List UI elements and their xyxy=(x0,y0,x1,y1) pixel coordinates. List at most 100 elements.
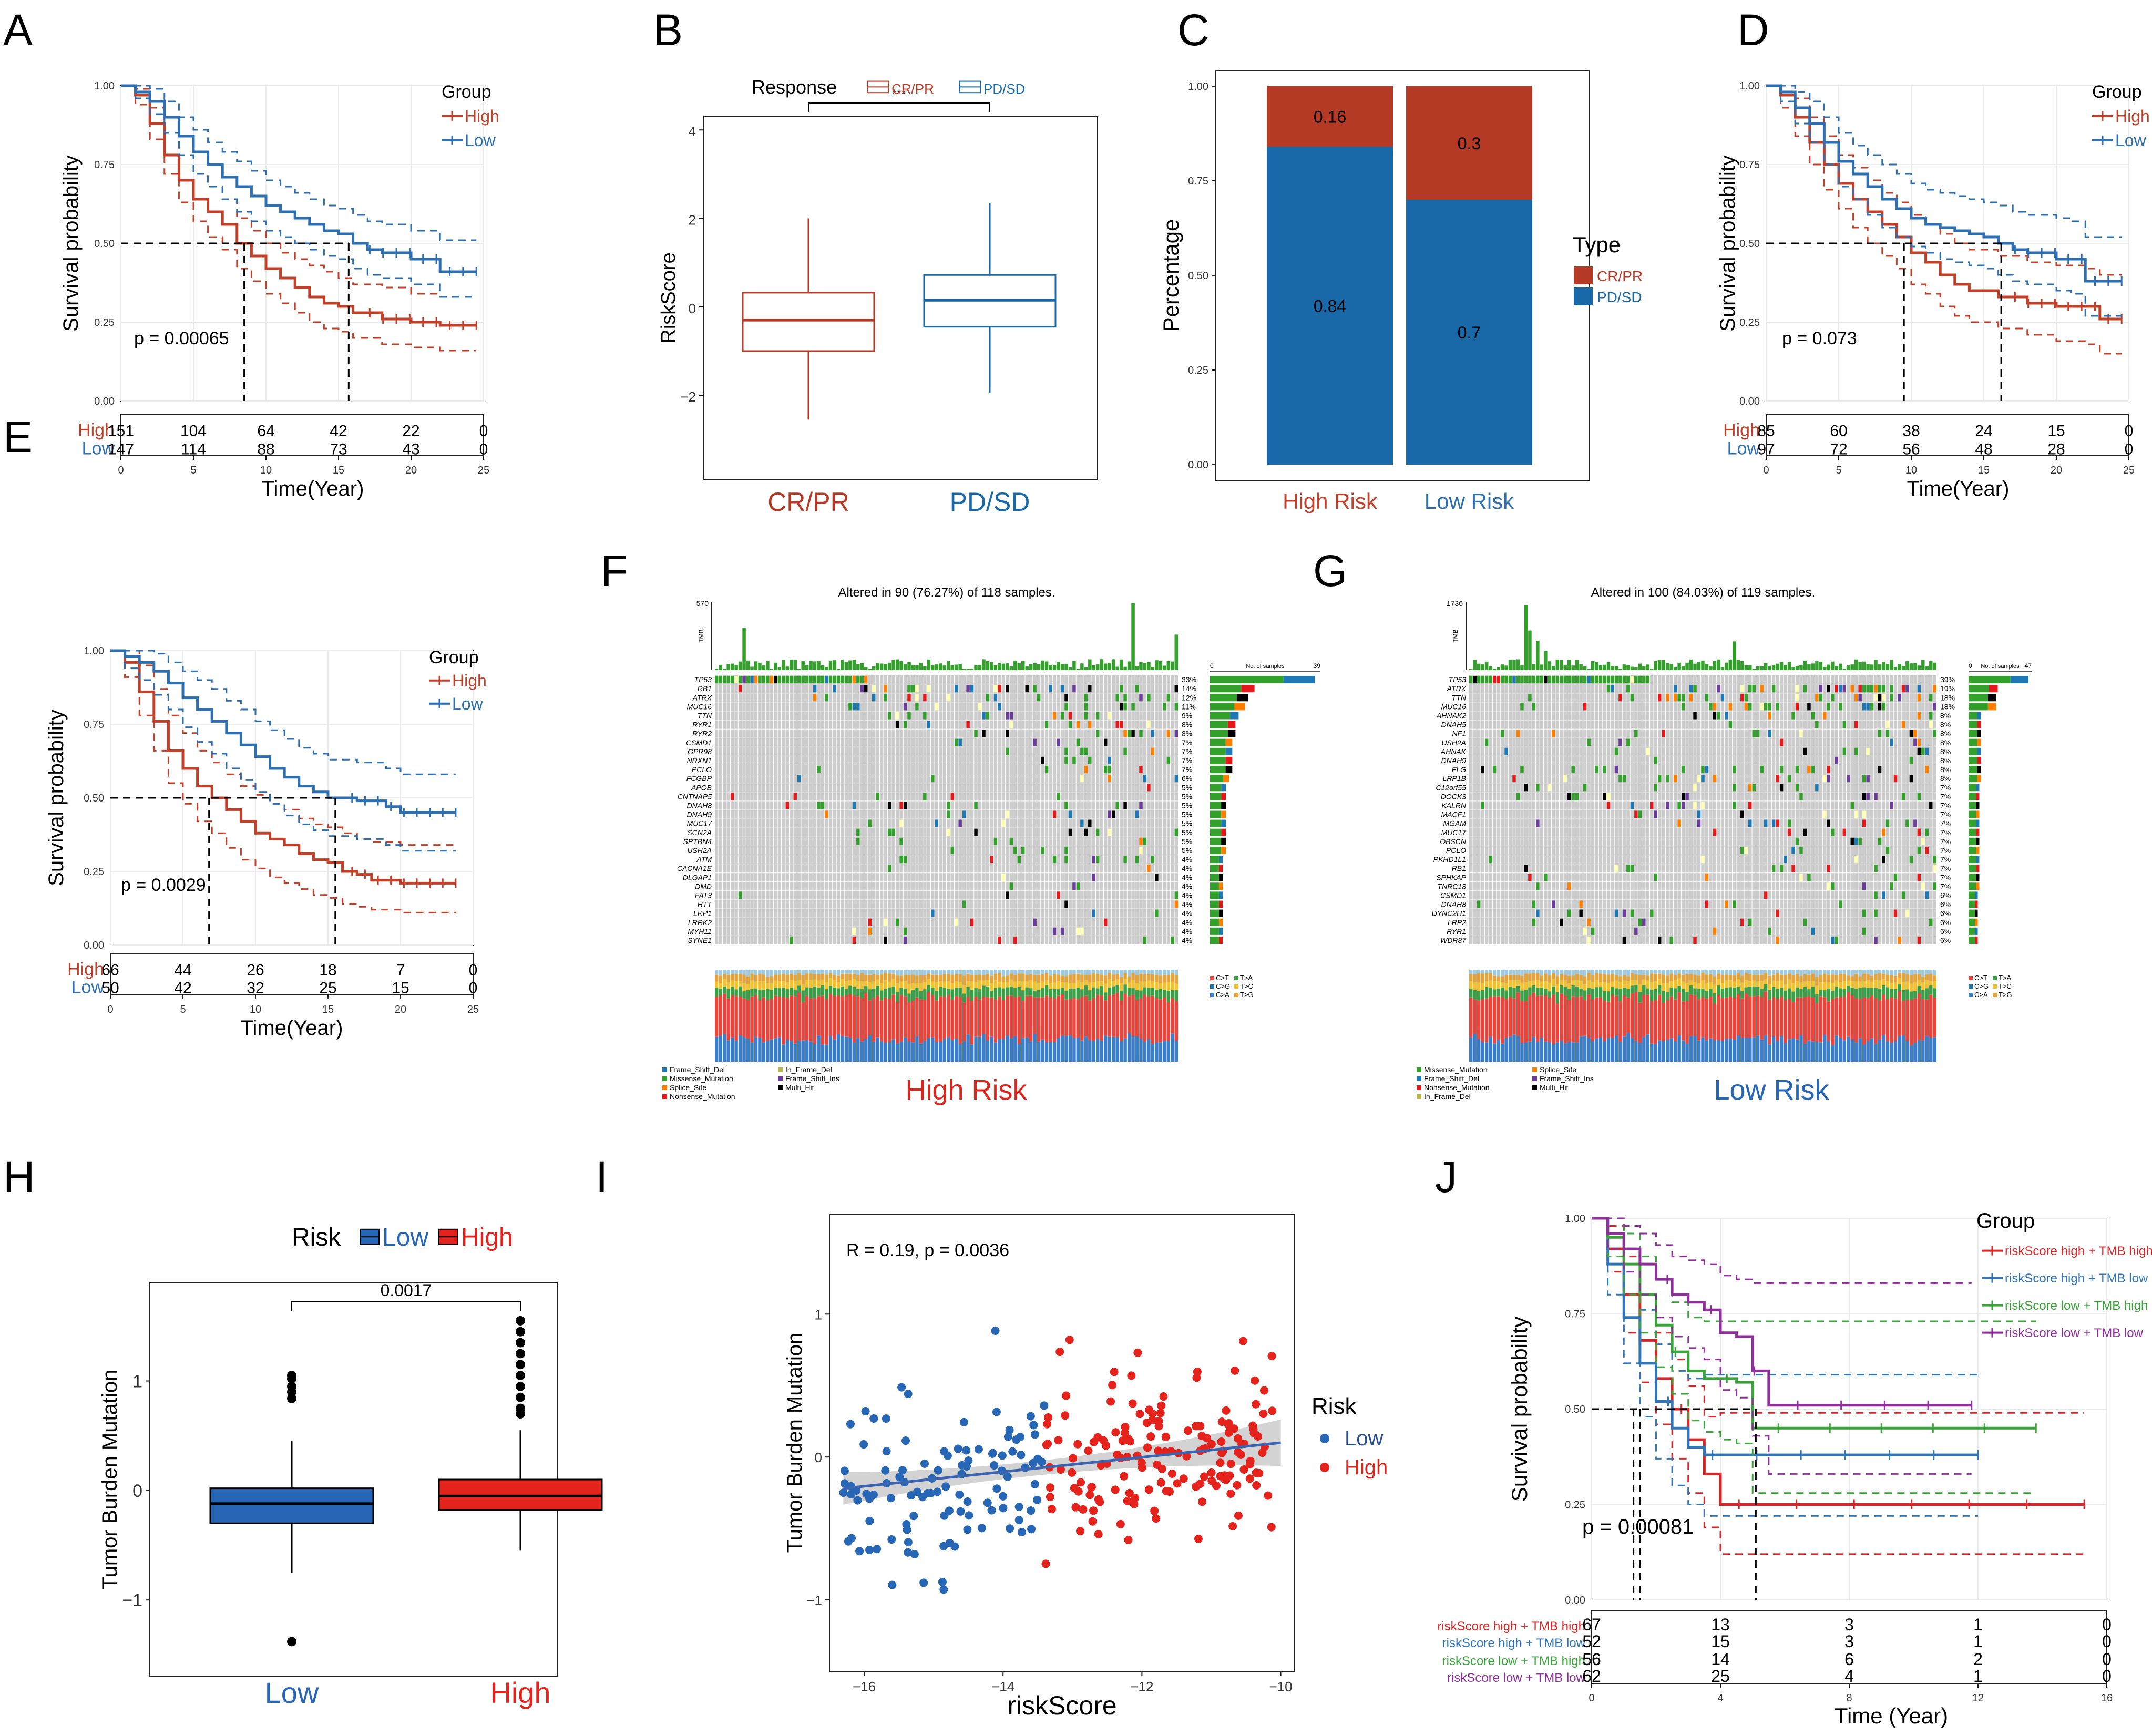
oncoplot-cell xyxy=(872,792,876,801)
mutation-cell xyxy=(750,676,754,684)
mutation-cell xyxy=(1033,685,1037,693)
oncoplot-cell xyxy=(1060,900,1064,909)
oncoplot-cell xyxy=(793,711,797,720)
oncoplot-cell xyxy=(962,702,966,711)
oncoplot-cell xyxy=(848,765,852,774)
oncoplot-cell xyxy=(998,783,1001,792)
oncoplot-cell xyxy=(1029,765,1033,774)
oncoplot-cell xyxy=(887,765,891,774)
oncoplot-cell xyxy=(876,882,879,891)
oncoplot-cell xyxy=(942,747,946,756)
titv-segment xyxy=(726,998,730,1041)
tmb-max-label: 570 xyxy=(696,599,709,608)
oncoplot-cell xyxy=(1009,756,1013,765)
titv-segment xyxy=(754,981,758,989)
box-body xyxy=(742,292,875,352)
oncoplot-cell xyxy=(872,711,876,720)
oncoplot-cell xyxy=(836,738,841,747)
oncoplot-cell xyxy=(836,909,841,918)
oncoplot-cell xyxy=(1088,828,1092,837)
tmb-bar xyxy=(734,665,738,670)
titv-segment xyxy=(958,970,962,974)
oncoplot-cell xyxy=(923,855,927,864)
oncoplot-cell xyxy=(797,828,801,837)
oncoplot-cell xyxy=(1009,909,1013,918)
oncoplot-cell xyxy=(942,837,946,846)
titv-segment xyxy=(758,970,762,974)
titv-segment xyxy=(813,987,817,998)
oncoplot-cell xyxy=(1123,873,1127,882)
oncoplot-cell xyxy=(899,684,903,693)
tmb-bar xyxy=(1088,659,1092,670)
titv-segment xyxy=(793,975,797,981)
oncoplot-cell xyxy=(970,873,974,882)
titv-segment xyxy=(868,970,872,975)
oncoplot-cell xyxy=(1021,792,1025,801)
oncoplot-cell xyxy=(821,819,825,828)
oncoplot-cell xyxy=(1159,828,1163,837)
oncoplot-cell xyxy=(825,711,828,720)
y-tick-label: 0.50 xyxy=(1739,238,1760,250)
oncoplot-cell xyxy=(1033,837,1037,846)
oncoplot-cell xyxy=(1006,846,1009,855)
oncoplot-cell xyxy=(974,792,978,801)
titv-segment xyxy=(891,979,895,987)
tmb-bar xyxy=(1131,603,1135,670)
mutation-cell xyxy=(895,712,899,720)
oncoplot-cell xyxy=(1111,684,1115,693)
oncoplot-cell xyxy=(923,774,927,783)
oncoplot-cell xyxy=(1072,729,1076,738)
oncoplot-cell xyxy=(774,909,777,918)
oncoplot-cell xyxy=(1100,729,1103,738)
titv-segment xyxy=(907,1002,911,1042)
titv-segment xyxy=(982,997,986,1034)
oncoplot-cell xyxy=(734,936,738,944)
oncoplot-cell xyxy=(1044,792,1049,801)
oncoplot-cell xyxy=(1135,693,1139,702)
oncoplot-cell xyxy=(1159,864,1163,873)
oncoplot-cell xyxy=(903,873,907,882)
gene-label: USH2A xyxy=(687,846,712,855)
oncoplot-cell xyxy=(982,810,986,819)
oncoplot-cell xyxy=(998,864,1001,873)
oncoplot-cell xyxy=(958,828,962,837)
oncoplot-cell xyxy=(774,936,777,944)
oncoplot-cell xyxy=(1060,828,1064,837)
titv-segment xyxy=(805,1040,809,1062)
oncoplot-cell xyxy=(1171,729,1174,738)
oncoplot-cell xyxy=(844,783,848,792)
oncoplot-cell xyxy=(939,747,942,756)
risk-table-group-label: High xyxy=(78,420,115,440)
titv-segment xyxy=(742,991,746,999)
side-bar-segment xyxy=(1210,747,1226,755)
oncoplot-cell xyxy=(790,846,793,855)
oncoplot-cell xyxy=(1044,891,1049,900)
oncoplot-cell xyxy=(978,828,982,837)
oncoplot-cell xyxy=(833,855,836,864)
oncoplot-cell xyxy=(1017,909,1021,918)
x-tick-label: 0 xyxy=(1589,1692,1594,1704)
oncoplot-cell xyxy=(947,720,950,729)
oncoplot-cell xyxy=(927,738,931,747)
oncoplot-cell xyxy=(958,783,962,792)
oncoplot-cell xyxy=(754,855,758,864)
oncoplot-cell xyxy=(817,702,821,711)
titv-segment xyxy=(774,995,777,1039)
oncoplot-cell xyxy=(931,675,935,684)
gene-percent-label: 5% xyxy=(1182,837,1192,846)
y-tick-label: 0 xyxy=(132,1481,142,1501)
mutation-cell xyxy=(970,918,974,926)
oncoplot-cell xyxy=(836,900,841,909)
gene-label: HTT xyxy=(698,900,713,909)
oncoplot-cell xyxy=(782,756,785,765)
oncoplot-cell xyxy=(1127,801,1131,810)
mutation-cell xyxy=(1155,909,1159,917)
gene-label: MUC17 xyxy=(687,819,713,828)
oncoplot-cell xyxy=(879,882,884,891)
titv-segment xyxy=(746,976,750,984)
legend-label: riskScore low + TMB low xyxy=(2005,1326,2144,1340)
oncoplot-cell xyxy=(1009,747,1013,756)
oncoplot-cell xyxy=(1111,738,1115,747)
oncoplot-cell xyxy=(1057,864,1060,873)
oncoplot-cell xyxy=(754,693,758,702)
